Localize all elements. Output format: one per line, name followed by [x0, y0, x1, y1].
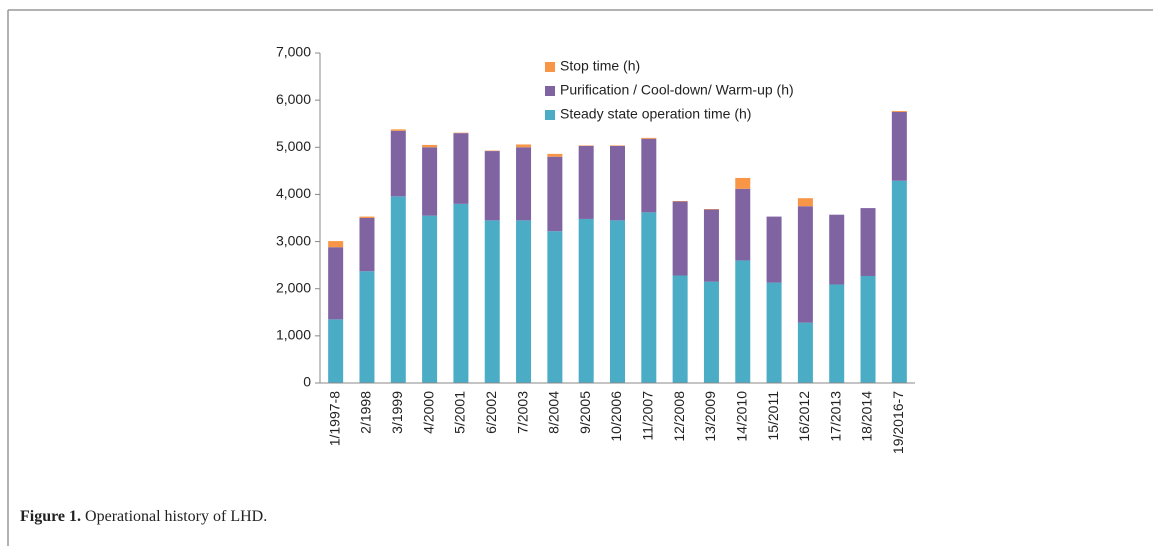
caption-text: Operational history of LHD. — [85, 508, 267, 525]
bar-segment — [860, 275, 876, 383]
x-tick-label: 18/2014 — [859, 391, 875, 442]
x-tick-label: 3/1999 — [389, 391, 405, 434]
legend-swatch — [545, 86, 555, 96]
caption-label: Figure 1. — [20, 508, 81, 525]
bar-segment — [516, 147, 532, 221]
bar-segment — [703, 281, 719, 383]
bar-segment — [891, 110, 907, 112]
bar-segment — [422, 147, 438, 216]
bar-segment — [891, 180, 907, 383]
bar-segment — [578, 145, 594, 219]
bar-segment — [829, 214, 845, 285]
bar-segment — [641, 212, 657, 383]
y-tick-label: 0 — [303, 374, 311, 390]
y-tick-label: 1,000 — [276, 327, 311, 343]
bar-segment — [547, 156, 563, 232]
bar-segment — [766, 216, 782, 283]
bar-segment — [359, 218, 375, 272]
y-tick-label: 4,000 — [276, 185, 311, 201]
x-tick-label: 9/2005 — [577, 391, 593, 434]
bar-segment — [610, 220, 625, 383]
bar-segment — [390, 196, 406, 383]
bar-segment — [328, 319, 344, 383]
x-tick-label: 1/1997-8 — [326, 391, 342, 446]
x-tick-label: 15/2011 — [765, 391, 781, 441]
x-tick-label: 14/2010 — [733, 391, 749, 442]
y-tick-label: 2,000 — [276, 279, 311, 295]
x-tick-label: 13/2009 — [702, 391, 718, 442]
legend-label: Purification / Cool-down/ Warm-up (h) — [560, 82, 794, 98]
x-tick-label: 10/2006 — [608, 391, 624, 442]
x-tick-label: 8/2004 — [546, 391, 562, 434]
legend-label: Steady state operation time (h) — [560, 106, 751, 122]
bar-segment — [359, 271, 375, 383]
bar-segment — [797, 198, 813, 207]
bar-segment — [735, 260, 751, 383]
bar-segment — [328, 241, 344, 248]
bar-segment — [829, 284, 845, 383]
bar-segment — [797, 322, 813, 383]
bar-segment — [422, 215, 438, 383]
bar-segment — [390, 129, 406, 131]
x-tick-label: 6/2002 — [483, 391, 499, 434]
bar-segment — [703, 209, 719, 282]
x-tick-label: 19/2016-7 — [890, 391, 906, 454]
bar-segment — [641, 138, 657, 213]
bar-segment — [516, 220, 532, 383]
bar-segment — [891, 111, 907, 181]
bar-segment — [610, 145, 625, 221]
bar-segment — [328, 247, 344, 320]
bar-segment — [641, 137, 657, 139]
bar-segment — [578, 218, 594, 383]
bar-segment — [453, 133, 469, 204]
legend-label: Stop time (h) — [560, 58, 640, 74]
x-tick-label: 2/1998 — [358, 391, 374, 434]
bar-segment — [860, 208, 876, 276]
bar-segment — [484, 151, 500, 221]
y-tick-label: 5,000 — [276, 138, 311, 154]
x-tick-label: 11/2007 — [640, 391, 656, 441]
bar-segment — [484, 220, 500, 383]
x-tick-label: 12/2008 — [671, 391, 687, 442]
x-tick-label: 16/2012 — [796, 391, 812, 442]
y-tick-label: 7,000 — [276, 44, 311, 60]
bar-segment — [390, 130, 406, 197]
legend-swatch — [545, 62, 555, 72]
bar-segment — [735, 188, 751, 261]
x-tick-label: 7/2003 — [514, 391, 530, 434]
bar-segment — [672, 275, 688, 383]
x-tick-label: 17/2013 — [827, 391, 843, 442]
bar-segment — [359, 216, 375, 218]
bar-segment — [453, 203, 469, 383]
bar-segment — [547, 153, 563, 157]
bar-segment — [422, 144, 438, 148]
x-tick-label: 5/2001 — [452, 391, 468, 434]
bar-segment — [797, 206, 813, 323]
legend-swatch — [545, 110, 555, 120]
bar-segment — [516, 144, 532, 148]
bar-segment — [672, 201, 688, 276]
x-tick-label: 4/2000 — [420, 391, 436, 434]
bar-segment — [547, 231, 563, 383]
bar-segment — [766, 282, 782, 383]
y-tick-label: 3,000 — [276, 232, 311, 248]
caption: Figure 1. Operational history of LHD. — [20, 508, 267, 525]
y-tick-label: 6,000 — [276, 91, 311, 107]
bar-segment — [735, 177, 751, 189]
